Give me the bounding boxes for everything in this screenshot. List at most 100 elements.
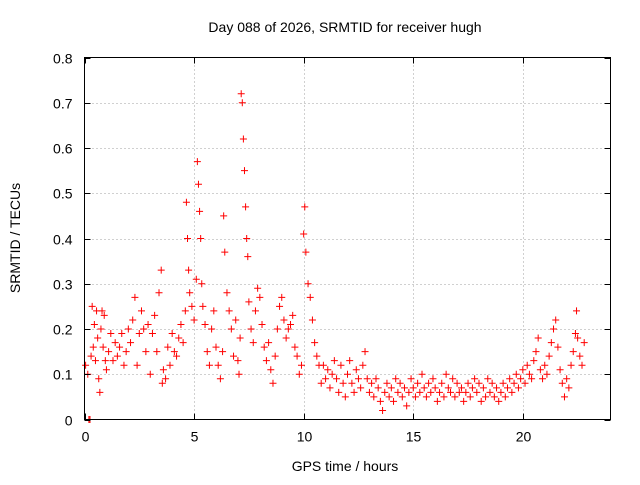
data-point [109, 357, 117, 365]
data-point [477, 397, 485, 405]
data-point [225, 307, 233, 315]
data-point [317, 379, 325, 387]
data-point [563, 375, 571, 383]
data-point [574, 334, 582, 342]
data-point [482, 393, 490, 401]
data-point [514, 384, 522, 392]
data-point [573, 307, 581, 315]
data-point [475, 379, 483, 387]
data-point [99, 343, 107, 351]
data-point [554, 343, 562, 351]
data-point [170, 348, 178, 356]
data-point [468, 384, 476, 392]
y-tick-label: 0.4 [53, 232, 73, 248]
data-point [471, 375, 479, 383]
y-tick-label: 0.2 [53, 322, 73, 338]
plot-frame [84, 57, 611, 420]
data-point [238, 99, 246, 107]
chart-title: Day 088 of 2026, SRMTID for receiver hug… [208, 19, 481, 35]
data-point [269, 379, 277, 387]
data-point [280, 316, 288, 324]
y-axis-label: SRMTID / TECUs [7, 183, 23, 293]
data-point [532, 348, 540, 356]
data-point [359, 361, 367, 369]
data-point [194, 180, 202, 188]
data-point [326, 384, 334, 392]
data-point [216, 375, 224, 383]
data-point [414, 379, 422, 387]
data-point [304, 280, 312, 288]
data-point [400, 384, 408, 392]
data-point [523, 361, 531, 369]
data-point [486, 388, 494, 396]
data-point [497, 388, 505, 396]
data-point [420, 384, 428, 392]
data-point [168, 330, 176, 338]
data-point [495, 397, 503, 405]
data-point [144, 320, 152, 328]
data-point [101, 357, 109, 365]
data-point [490, 393, 498, 401]
data-point [236, 334, 244, 342]
data-point [91, 357, 99, 365]
data-point [237, 90, 245, 98]
data-point [438, 379, 446, 387]
data-point [289, 311, 297, 319]
data-point [95, 375, 103, 383]
data-point [162, 375, 170, 383]
data-point [306, 293, 314, 301]
data-point [287, 320, 295, 328]
data-point [453, 379, 461, 387]
data-point [560, 393, 568, 401]
data-point [550, 325, 558, 333]
data-point [245, 298, 253, 306]
data-point [394, 388, 402, 396]
data-point [111, 339, 119, 347]
data-point [234, 357, 242, 365]
data-point [392, 375, 400, 383]
data-point [87, 352, 95, 360]
x-tick-label: 20 [516, 429, 532, 445]
data-point [427, 388, 435, 396]
data-point [220, 212, 228, 220]
data-point [488, 379, 496, 387]
data-point [100, 311, 108, 319]
data-point [118, 330, 126, 338]
data-point [403, 402, 411, 410]
data-point [282, 334, 290, 342]
x-axis-label: GPS time / hours [292, 458, 399, 474]
data-point [422, 393, 430, 401]
points-layer [82, 90, 588, 423]
data-point [541, 361, 549, 369]
data-point [210, 307, 218, 315]
data-point [199, 302, 207, 310]
data-point [324, 366, 332, 374]
data-point [464, 379, 472, 387]
data-point [466, 393, 474, 401]
data-point [365, 388, 373, 396]
data-point [140, 325, 148, 333]
data-point [387, 384, 395, 392]
data-point [552, 316, 560, 324]
grid-layer [84, 57, 611, 420]
data-point [158, 379, 166, 387]
data-point [276, 302, 284, 310]
data-point [249, 339, 257, 347]
data-point [98, 307, 106, 315]
data-point [96, 388, 104, 396]
data-point [313, 352, 321, 360]
data-point [164, 343, 172, 351]
data-point [499, 379, 507, 387]
data-point [322, 375, 330, 383]
data-point [284, 325, 292, 333]
data-point [545, 352, 553, 360]
data-point [107, 330, 115, 338]
data-point [510, 379, 518, 387]
data-point [230, 352, 238, 360]
x-tick-label: 0 [82, 429, 90, 445]
data-point [262, 357, 270, 365]
data-point [295, 370, 303, 378]
x-tick-label: 5 [191, 429, 199, 445]
